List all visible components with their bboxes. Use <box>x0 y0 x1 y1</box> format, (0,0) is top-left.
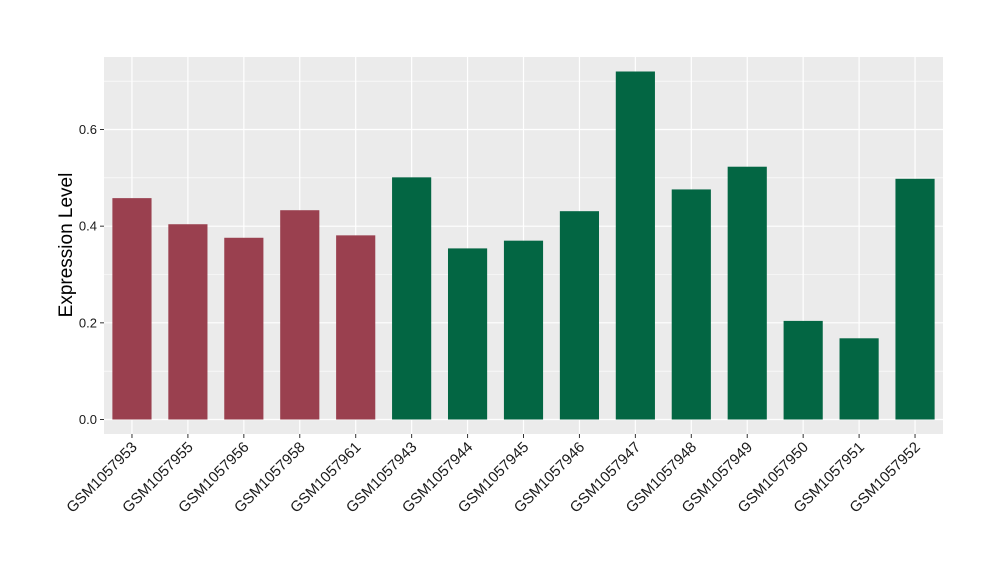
bar <box>392 177 432 420</box>
bars <box>112 71 935 420</box>
y-tick-label: 0.4 <box>79 219 97 234</box>
x-axis: GSM1057953GSM1057955GSM1057956GSM1057958… <box>63 434 924 516</box>
bar <box>895 178 935 420</box>
bar <box>447 248 488 420</box>
bar <box>783 320 823 420</box>
y-tick-label: 0.6 <box>79 122 97 137</box>
y-axis-title: Expression Level <box>56 173 77 318</box>
bar <box>224 237 264 420</box>
bar <box>112 198 152 420</box>
bar <box>280 210 320 420</box>
bar <box>839 338 879 420</box>
bar <box>615 71 655 420</box>
bar <box>559 211 600 420</box>
bar <box>503 240 544 420</box>
y-tick-label: 0.0 <box>79 412 97 427</box>
y-axis: 0.0 0.2 0.4 0.6 <box>79 122 104 427</box>
bar <box>336 235 376 420</box>
y-tick-label: 0.2 <box>79 315 97 330</box>
bar <box>168 224 208 420</box>
bar <box>727 166 767 420</box>
bar <box>671 189 711 420</box>
